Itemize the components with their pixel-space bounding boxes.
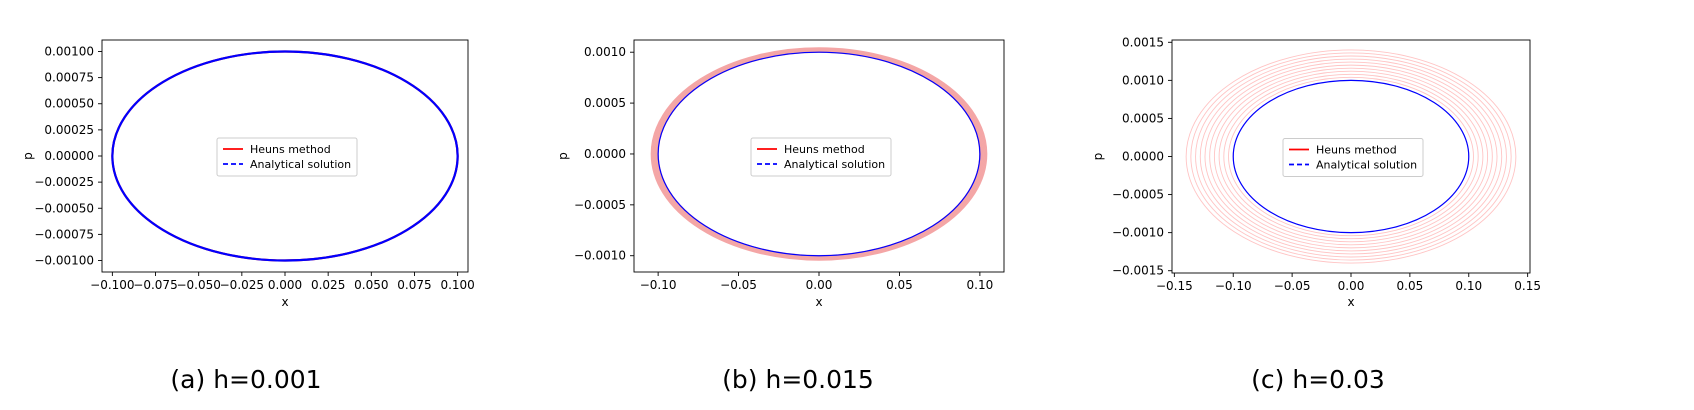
panel-caption: (a) h=0.001 — [170, 365, 321, 394]
x-tick-label: 0.05 — [886, 278, 913, 292]
heun-orbit-8 — [1195, 55, 1507, 258]
y-axis-label: p — [1091, 153, 1105, 161]
legend-label-analytical: Analytical solution — [1316, 159, 1417, 172]
x-tick-label: −0.10 — [1215, 279, 1252, 293]
y-tick-label: −0.0010 — [574, 249, 626, 263]
y-tick-label: 0.0005 — [1122, 111, 1164, 125]
heun-orbit-9 — [1190, 52, 1512, 261]
heun-orbit-3 — [654, 49, 984, 259]
heun-orbit-4 — [652, 48, 986, 260]
plot-area — [650, 47, 988, 261]
y-tick-label: 0.0000 — [1122, 150, 1164, 164]
legend-box — [1282, 138, 1424, 177]
y-tick-label: −0.00075 — [34, 227, 94, 241]
panel-caption: (b) h=0.015 — [722, 365, 874, 394]
y-axis-label: p — [21, 152, 35, 160]
x-tick-label: 0.075 — [397, 278, 431, 292]
y-tick-label: 0.0015 — [1122, 35, 1164, 49]
heun-orbit-6 — [1204, 61, 1498, 252]
x-tick-label: 0.05 — [1397, 279, 1424, 293]
heun-orbit-1 — [656, 50, 982, 258]
y-tick-label: 0.0000 — [584, 147, 626, 161]
chart-panel-1: −0.100−0.075−0.050−0.025 0.000 0.025 0.050 0… — [21, 39, 475, 394]
x-tick-label: −0.050 — [176, 278, 220, 292]
y-tick-label: −0.0010 — [1112, 226, 1164, 240]
x-tick-label: 0.10 — [1455, 279, 1482, 293]
legend-label-heun: Heuns method — [784, 143, 865, 156]
heun-orbit-5 — [1209, 64, 1493, 249]
heun-orbit-3 — [1218, 70, 1484, 243]
legend-label-heun: Heuns method — [250, 143, 331, 156]
heun-orbit-5 — [651, 47, 987, 260]
x-tick-label: 0.00 — [806, 278, 833, 292]
chart-panel-2: −0.10 −0.05 0.00 0.05 0.10 −0.0010 −0.0005 0.00… — [556, 39, 1005, 394]
chart-panel-3: −0.15 −0.10 −0.05 0.00 0.05 0.10 0.15 −0.0015 −0… — [1091, 35, 1541, 394]
y-tick-label: 0.00025 — [44, 123, 94, 137]
legend-box — [216, 137, 358, 177]
plot-area — [1185, 49, 1517, 264]
y-tick-label: 0.00050 — [44, 97, 94, 111]
y-tick-label: 0.0005 — [584, 96, 626, 110]
x-tick-label: −0.100 — [90, 278, 134, 292]
legend-box — [750, 137, 892, 177]
x-axis-label: x — [815, 295, 822, 309]
x-tick-label: −0.025 — [220, 278, 264, 292]
x-tick-label: 0.050 — [354, 278, 388, 292]
analytical-ellipse — [657, 51, 981, 257]
y-tick-label: −0.00050 — [34, 201, 94, 215]
x-tick-label: 0.025 — [311, 278, 345, 292]
heun-orbit-2 — [1223, 73, 1479, 240]
x-tick-label: −0.075 — [133, 278, 177, 292]
heun-orbit-4 — [1213, 67, 1489, 246]
x-axis-label: x — [281, 295, 288, 309]
y-tick-label: 0.00000 — [44, 149, 94, 163]
legend-label-heun: Heuns method — [1316, 144, 1397, 157]
y-tick-label: −0.0005 — [1112, 188, 1164, 202]
x-tick-label: −0.05 — [1274, 279, 1311, 293]
y-tick-label: −0.00025 — [34, 175, 94, 189]
y-tick-label: −0.0015 — [1112, 264, 1164, 278]
x-tick-label: 0.15 — [1514, 279, 1541, 293]
x-tick-label: 0.000 — [268, 278, 302, 292]
x-tick-label: −0.10 — [640, 278, 677, 292]
heun-orbit-6 — [650, 47, 988, 261]
y-tick-label: 0.00075 — [44, 71, 94, 85]
x-tick-label: 0.00 — [1338, 279, 1365, 293]
plot-area — [111, 50, 459, 262]
legend-label-analytical: Analytical solution — [250, 158, 351, 171]
x-axis-label: x — [1347, 295, 1354, 309]
legend: Heuns method Analytical solution — [216, 137, 358, 177]
y-axis-label: p — [556, 152, 570, 160]
y-tick-label: 0.0010 — [1122, 73, 1164, 87]
x-tick-label: 0.100 — [440, 278, 474, 292]
y-tick-label: 0.00100 — [44, 44, 94, 58]
x-tick-label: −0.15 — [1156, 279, 1193, 293]
legend-label-analytical: Analytical solution — [784, 158, 885, 171]
legend: Heuns method Analytical solution — [1282, 138, 1424, 177]
analytical-ellipse — [111, 50, 459, 262]
analytical-ellipse — [1232, 79, 1470, 234]
y-tick-label: −0.0005 — [574, 198, 626, 212]
heun-orbit-1 — [1228, 76, 1474, 237]
x-tick-label: 0.10 — [967, 278, 994, 292]
heun-orbit-10 — [1185, 49, 1517, 264]
y-tick-label: 0.0010 — [584, 45, 626, 59]
x-tick-label: −0.05 — [720, 278, 757, 292]
heun-orbit-2 — [655, 50, 983, 258]
legend: Heuns method Analytical solution — [750, 137, 892, 177]
y-tick-label: −0.00100 — [34, 254, 94, 268]
panel-caption: (c) h=0.03 — [1251, 365, 1385, 394]
heun-orbit-7 — [1199, 58, 1503, 255]
